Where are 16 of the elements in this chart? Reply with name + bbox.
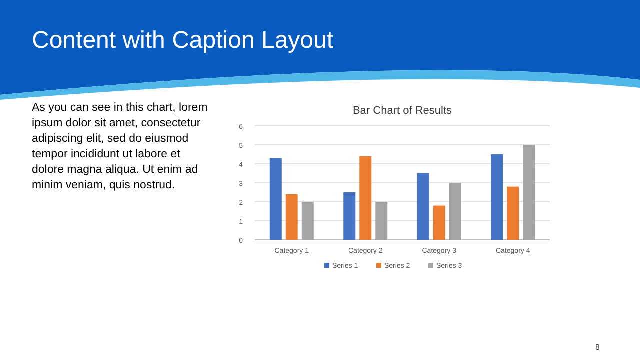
bar [433,206,446,240]
bar [270,158,282,240]
bar [286,194,298,240]
text: As you can see in this chart, lorem ipsum dolor sit amet, consectetur adipiscing elit, sed do eiusmod tempor incididunt ut labore et dolore magna aliqua. Ut enim ad minim veniam, quis nostrud. [32,102,208,192]
bar [417,174,430,240]
bar [360,156,372,240]
text: 8 [596,343,601,352]
bar [491,154,504,240]
bar [376,202,388,240]
bar [449,183,462,240]
bar [344,192,356,240]
bar [507,186,520,240]
bar [302,202,314,240]
chart-title: Bar Chart of Results [352,105,453,117]
bar [523,145,536,240]
text: Content with Caption Layout [32,27,334,54]
